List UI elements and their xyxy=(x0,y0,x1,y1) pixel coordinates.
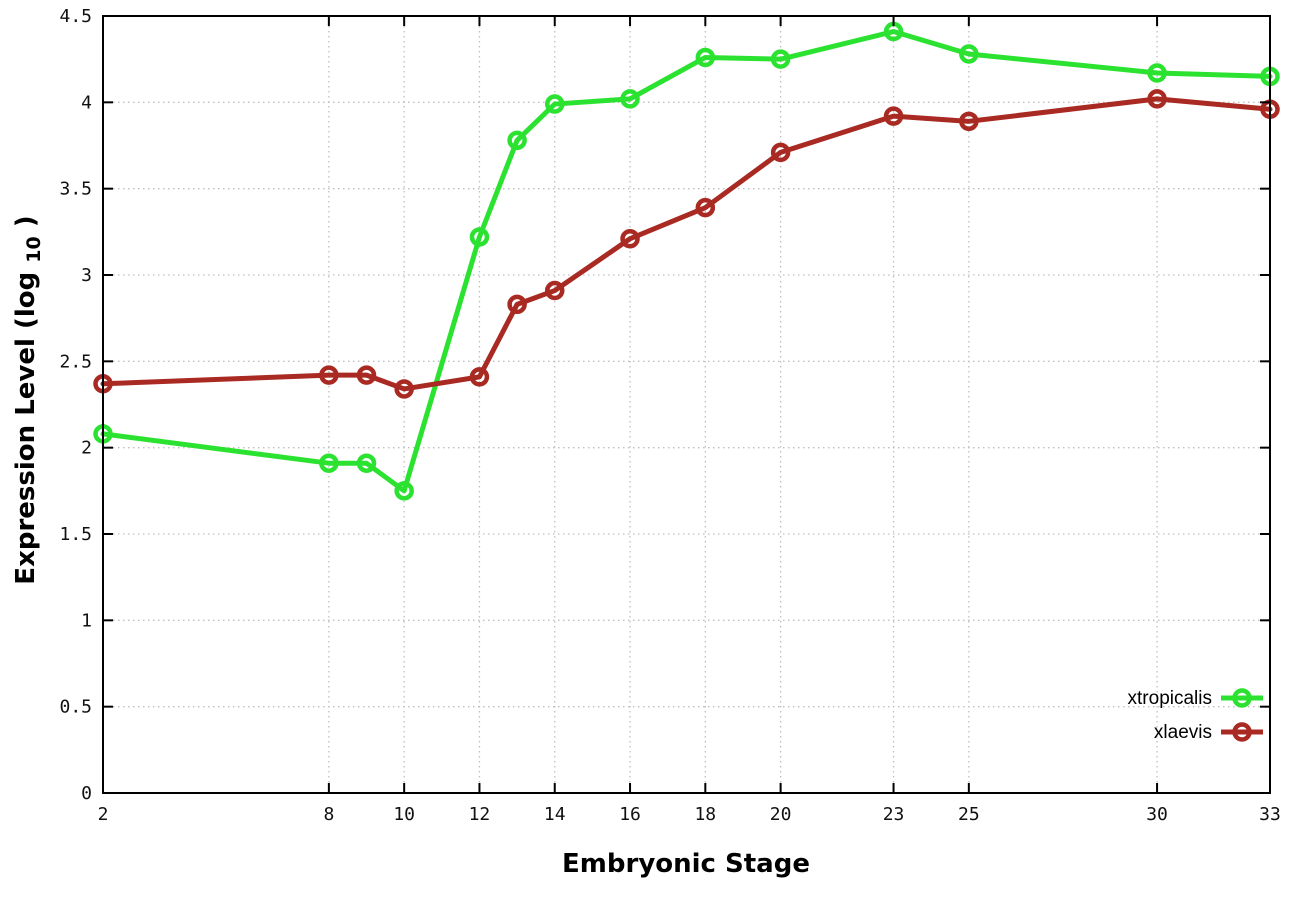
data-point-xtropicalis-stage-13 xyxy=(507,130,527,151)
legend-sample-marker-xtropicalis xyxy=(1232,688,1252,708)
x-axis-title: Embryonic Stage xyxy=(562,849,810,879)
data-point-xlaevis-stage-8 xyxy=(319,365,339,385)
data-point-xlaevis-stage-16 xyxy=(620,228,640,249)
data-point-xtropicalis-stage-20 xyxy=(770,49,791,69)
data-point-xlaevis-stage-14 xyxy=(544,280,565,301)
data-point-xtropicalis-stage-30 xyxy=(1147,63,1167,83)
data-point-xtropicalis-stage-18 xyxy=(695,47,716,68)
plot-frame xyxy=(102,15,1271,794)
y-tick-label-0: 0 xyxy=(81,783,92,804)
legend-label-xlaevis: xlaevis xyxy=(1154,722,1212,743)
x-tick-label-33: 33 xyxy=(1259,804,1281,825)
x-tick-label-25: 25 xyxy=(958,804,980,825)
y-axis-title-base: Expression Level (log xyxy=(11,272,41,585)
legend-sample-marker-xlaevis xyxy=(1232,722,1252,742)
data-point-xlaevis-stage-13 xyxy=(507,294,527,315)
x-tick-label-2: 2 xyxy=(98,804,109,825)
data-point-xlaevis-stage-10 xyxy=(394,379,414,399)
x-tick-label-23: 23 xyxy=(883,804,905,825)
data-point-xtropicalis-stage-9 xyxy=(356,453,377,473)
y-tick-label-4.5: 4.5 xyxy=(59,6,92,27)
x-tick-label-30: 30 xyxy=(1146,804,1168,825)
y-axis-title-subscript: 10 xyxy=(23,236,45,262)
data-point-xlaevis-stage-12 xyxy=(469,367,490,387)
data-point-xlaevis-stage-9 xyxy=(356,365,377,385)
series-line-xtropicalis xyxy=(100,29,1273,494)
data-point-xtropicalis-stage-8 xyxy=(319,453,339,473)
y-tick-label-2: 2 xyxy=(81,438,92,459)
series-line-xlaevis xyxy=(100,96,1273,392)
y-axis-title-close: ) xyxy=(11,215,41,227)
x-tick-label-20: 20 xyxy=(770,804,792,825)
data-point-xtropicalis-stage-25 xyxy=(959,44,979,64)
y-tick-label-1: 1 xyxy=(81,610,92,631)
data-point-xlaevis-stage-20 xyxy=(770,142,791,163)
x-tick-label-10: 10 xyxy=(393,804,415,825)
series-layer xyxy=(93,21,1280,501)
data-point-xtropicalis-stage-16 xyxy=(620,89,640,109)
data-point-xtropicalis-stage-12 xyxy=(469,227,490,247)
grid xyxy=(103,16,1270,793)
y-tick-label-0.5: 0.5 xyxy=(59,697,92,718)
data-point-xlaevis-stage-25 xyxy=(959,111,979,132)
y-tick-label-4: 4 xyxy=(81,92,92,113)
data-point-xlaevis-stage-18 xyxy=(695,197,716,218)
x-tick-label-18: 18 xyxy=(694,804,716,825)
data-point-xtropicalis-stage-10 xyxy=(394,481,414,501)
legend xyxy=(1221,688,1263,742)
tick-labels: 2 8 10 12 14 16 18 20 23 25 30 33 0 0.5 1 1.5 2 2.5 3 3.5 4 4… xyxy=(59,6,1280,825)
tick-marks xyxy=(102,15,1271,794)
data-point-xlaevis-stage-23 xyxy=(883,106,904,126)
plot-border xyxy=(102,15,1271,794)
y-tick-label-1.5: 1.5 xyxy=(59,524,92,545)
x-tick-label-12: 12 xyxy=(469,804,491,825)
x-tick-label-14: 14 xyxy=(544,804,566,825)
y-tick-label-2.5: 2.5 xyxy=(59,351,92,372)
y-axis-title: Expression Level (log 10 ) xyxy=(11,215,47,584)
x-tick-label-8: 8 xyxy=(323,804,334,825)
y-tick-label-3: 3 xyxy=(81,265,92,286)
legend-label-xtropicalis: xtropicalis xyxy=(1128,688,1212,709)
x-tick-label-16: 16 xyxy=(619,804,641,825)
data-point-xtropicalis-stage-14 xyxy=(544,94,565,114)
y-tick-label-3.5: 3.5 xyxy=(59,179,92,200)
data-point-xlaevis-stage-30 xyxy=(1147,89,1167,109)
